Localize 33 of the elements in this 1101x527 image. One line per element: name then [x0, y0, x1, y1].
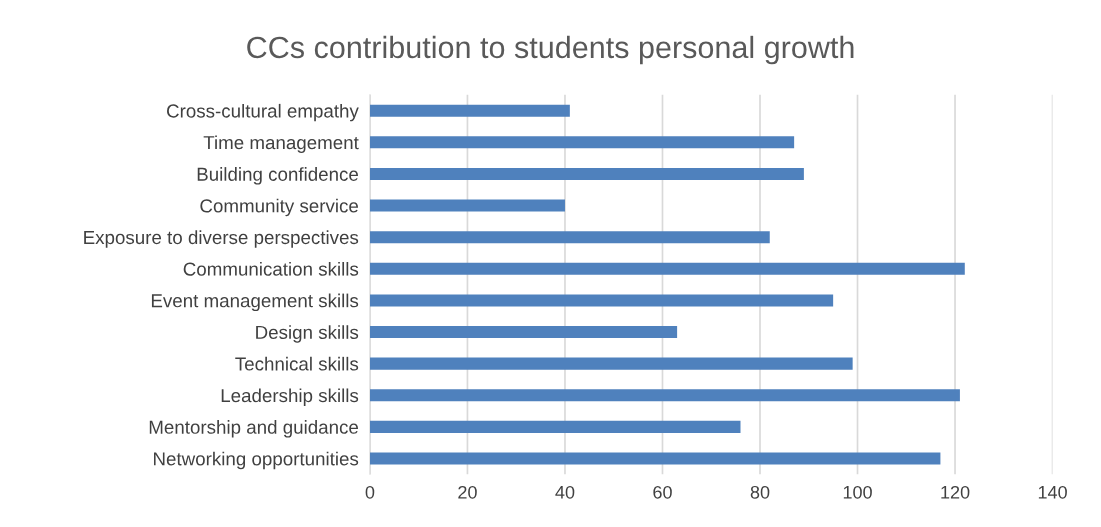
- y-tick-label: Cross-cultural empathy: [167, 103, 359, 122]
- x-tick-label: 140: [1038, 485, 1067, 499]
- bar: [369, 389, 960, 402]
- y-tick-label: Mentorship and guidance: [149, 420, 359, 438]
- bar: [369, 231, 770, 244]
- chart-title: CCs contribution to students personal growth: [247, 35, 854, 65]
- bar: [369, 452, 941, 465]
- bar: [369, 294, 834, 307]
- bar: [369, 420, 741, 433]
- y-tick-label: Event management skills: [151, 293, 359, 312]
- x-tick-label: 80: [750, 485, 770, 499]
- bar: [369, 357, 853, 370]
- bar: [369, 199, 565, 212]
- x-tick-label: 60: [653, 485, 672, 499]
- y-tick-label: Networking opportunities: [154, 451, 359, 470]
- x-tick-label: 100: [843, 485, 872, 499]
- bar: [369, 136, 795, 149]
- y-tick-label: Exposure to diverse perspectives: [84, 230, 359, 248]
- y-tick-label: Leadership skills: [221, 388, 359, 406]
- y-tick-label: Building confidence: [197, 167, 358, 185]
- bar: [369, 104, 570, 117]
- y-tick-label: Community service: [200, 198, 358, 217]
- x-tick-label: 0: [365, 485, 375, 499]
- x-tick-label: 20: [458, 485, 477, 499]
- bar: [369, 262, 965, 275]
- y-tick-label: Design skills: [256, 325, 359, 343]
- x-tick-label: 40: [555, 485, 575, 499]
- bar: [369, 167, 804, 180]
- bar: [369, 326, 678, 339]
- y-tick-label: Communication skills: [183, 261, 359, 276]
- x-tick-label: 120: [941, 485, 970, 499]
- y-tick-label: Technical skills: [235, 356, 359, 371]
- y-tick-label: Time management: [203, 135, 359, 153]
